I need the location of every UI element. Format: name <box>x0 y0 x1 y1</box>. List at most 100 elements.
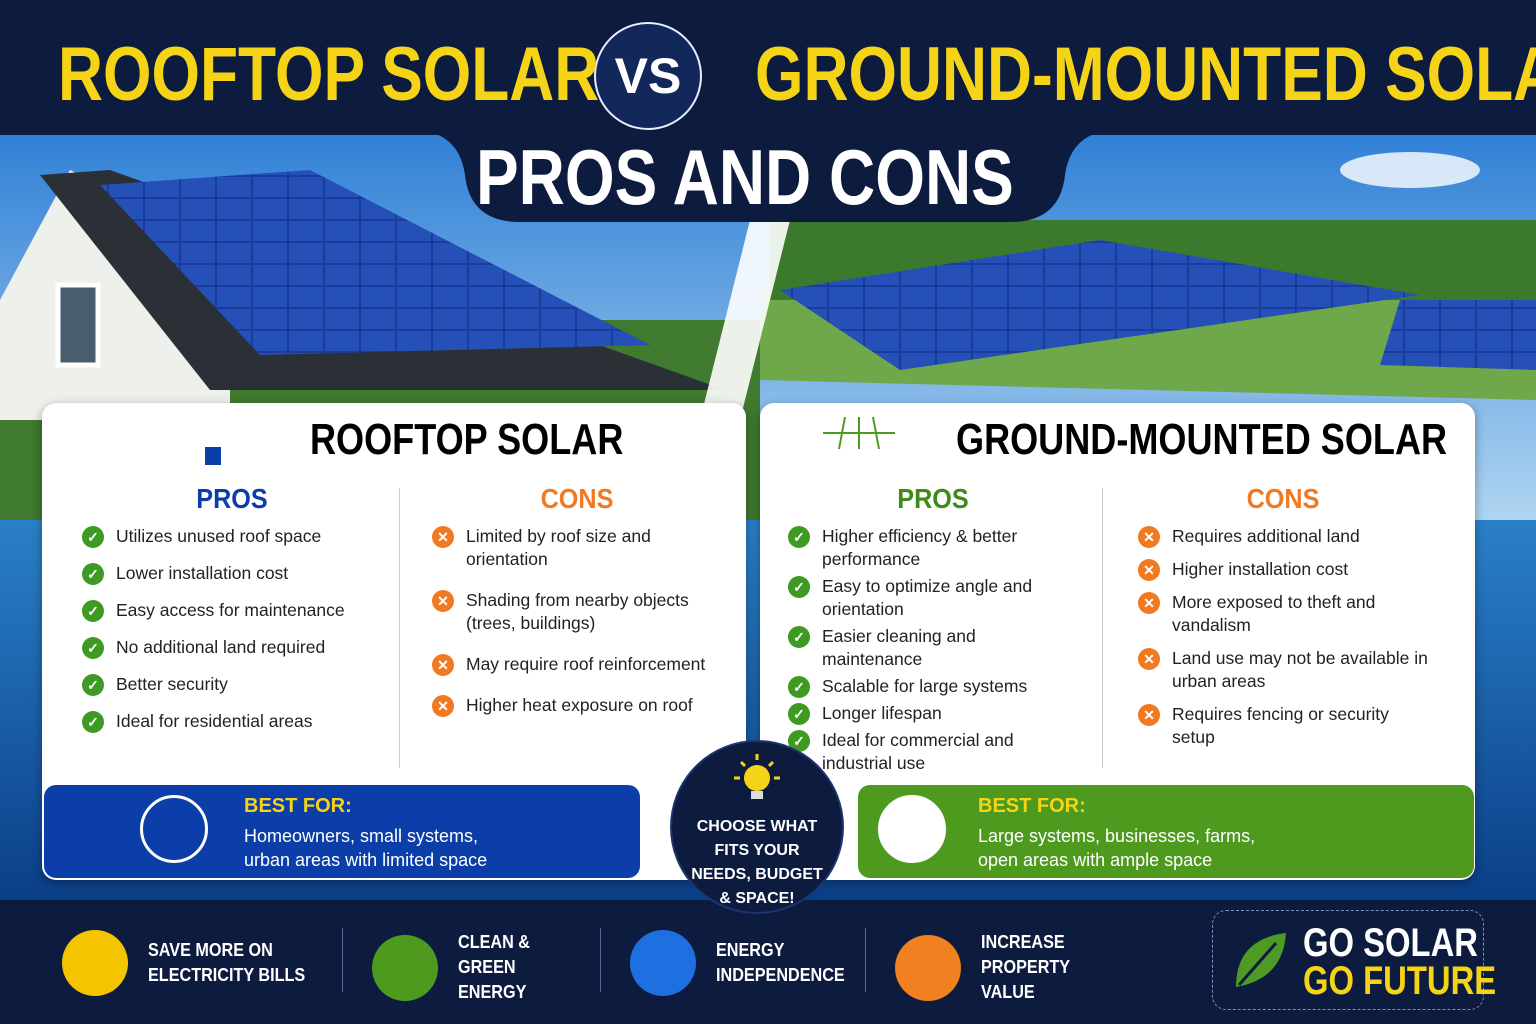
cons-column: CONS ✕ Limited by roof size and orientatio… <box>432 483 722 735</box>
pros-column: PROS ✓ Higher efficiency & better performa… <box>788 483 1078 779</box>
slogan-2: GO FUTURE <box>1303 959 1497 1003</box>
check-icon: ✓ <box>82 563 104 585</box>
pro-item: ✓ No additional land required <box>82 636 382 659</box>
item-text: Higher efficiency & better performance <box>822 526 1018 569</box>
cross-icon: ✕ <box>1138 592 1160 614</box>
pro-item: ✓ Better security <box>82 673 382 696</box>
panel-title: ROOFTOP SOLAR <box>310 415 624 464</box>
check-icon: ✓ <box>82 674 104 696</box>
benefit: INCREASE PROPERTY VALUE <box>895 930 1091 1005</box>
item-text: Easier cleaning and maintenance <box>822 626 976 669</box>
title-right-wrap: GROUND-MOUNTED SOLAR <box>755 30 1536 120</box>
benefit-icon <box>62 930 128 996</box>
ground-panels <box>780 240 1420 370</box>
pro-item: ✓ Easy access for maintenance <box>82 599 382 622</box>
pro-item: ✓ Scalable for large systems <box>788 675 1078 698</box>
pro-item: ✓ Easier cleaning and maintenance <box>788 625 1078 671</box>
title-right: GROUND-MOUNTED SOLAR <box>755 32 1536 117</box>
best-for-label: BEST FOR: <box>978 795 1086 817</box>
item-text: Shading from nearby objects (trees, buil… <box>466 590 689 633</box>
item-text: Land use may not be available in urban a… <box>1172 648 1428 691</box>
item-text: Higher heat exposure on roof <box>466 695 693 715</box>
slogan-box: GO SOLAR GO FUTURE <box>1212 910 1496 1010</box>
item-text: Requires additional land <box>1172 526 1360 546</box>
con-item: ✕ Land use may not be available in urban … <box>1138 647 1428 693</box>
check-icon: ✓ <box>82 637 104 659</box>
cons-column: CONS ✕ Requires additional land ✕ Higher ins… <box>1138 483 1428 759</box>
ground-panels <box>1380 300 1536 370</box>
leaf-icon <box>1236 933 1286 987</box>
header-band <box>0 0 1536 135</box>
footer-divider <box>600 928 601 992</box>
check-icon: ✓ <box>788 626 810 648</box>
cross-icon: ✕ <box>1138 526 1160 548</box>
pro-item: ✓ Higher efficiency & better performance <box>788 525 1078 571</box>
benefit: SAVE MORE ON ELECTRICITY BILLS <box>62 930 333 996</box>
check-icon: ✓ <box>788 703 810 725</box>
roof-panels <box>100 170 650 355</box>
vs-circle <box>594 22 702 130</box>
cross-icon: ✕ <box>432 695 454 717</box>
check-icon: ✓ <box>82 526 104 548</box>
benefit-text: INCREASE PROPERTY VALUE <box>981 932 1070 1002</box>
slogan-1: GO SOLAR <box>1303 921 1478 965</box>
check-icon: ✓ <box>788 526 810 548</box>
pro-item: ✓ Ideal for commercial and industrial use <box>788 729 1078 775</box>
item-text: Easy access for maintenance <box>116 600 345 620</box>
footer-band <box>0 900 1536 1024</box>
column-divider <box>399 488 400 768</box>
title-left-wrap: ROOFTOP SOLAR <box>58 30 718 120</box>
panel-title: GROUND-MOUNTED SOLAR <box>956 415 1448 464</box>
cross-icon: ✕ <box>1138 648 1160 670</box>
cross-icon: ✕ <box>432 526 454 548</box>
window <box>55 282 101 368</box>
best-for-value: Large systems, businesses, farms, open a… <box>978 826 1256 870</box>
best-for-text: BEST FOR: Homeowners, small systems, urba… <box>244 795 524 872</box>
best-for-icon <box>878 795 946 863</box>
item-text: Requires fencing or security setup <box>1172 704 1389 747</box>
cross-icon: ✕ <box>432 654 454 676</box>
badge: CHOOSE WHAT FITS YOUR NEEDS, BUDGET & SP… <box>670 740 844 914</box>
panel-icon <box>165 411 261 472</box>
subtitle-wrap: PROS AND CONS <box>476 135 1132 220</box>
cloud <box>1340 152 1480 188</box>
item-text: Ideal for commercial and industrial use <box>822 730 1014 773</box>
badge-text: CHOOSE WHAT FITS YOUR NEEDS, BUDGET & SP… <box>691 818 823 907</box>
item-text: Scalable for large systems <box>822 676 1028 696</box>
slogan-2-wrap: GO FUTURE <box>1303 961 1536 1001</box>
footer-divider <box>865 928 866 992</box>
panel-icon <box>811 411 907 472</box>
best-for-label: BEST FOR: <box>244 795 352 817</box>
item-text: Higher installation cost <box>1172 559 1349 579</box>
subtitle: PROS AND CONS <box>476 133 1014 221</box>
pro-item: ✓ Utilizes unused roof space <box>82 525 382 548</box>
item-text: Longer lifespan <box>822 703 942 723</box>
subtitle-tab <box>430 132 1100 222</box>
con-item: ✕ Limited by roof size and orientation <box>432 525 722 571</box>
pro-item: ✓ Easy to optimize angle and orientation <box>788 575 1078 621</box>
cons-heading: CONS <box>540 483 614 514</box>
benefit-text: CLEAN & GREEN ENERGY <box>458 932 530 1002</box>
check-icon: ✓ <box>788 730 810 752</box>
check-icon: ✓ <box>788 676 810 698</box>
benefit: ENERGY INDEPENDENCE <box>630 930 845 996</box>
cross-icon: ✕ <box>1138 704 1160 726</box>
con-item: ✕ Requires fencing or security setup <box>1138 703 1428 749</box>
pro-item: ✓ Lower installation cost <box>82 562 382 585</box>
benefit-icon <box>372 934 438 1001</box>
benefit-icon <box>895 934 961 1001</box>
item-text: Ideal for residential areas <box>116 711 313 731</box>
check-icon: ✓ <box>82 600 104 622</box>
benefit-text: ENERGY INDEPENDENCE <box>716 940 845 985</box>
item-text: Better security <box>116 674 228 694</box>
best-for-box: BEST FOR: Homeowners, small systems, urba… <box>44 785 640 878</box>
panel-title-wrap: ROOFTOP SOLAR <box>310 415 692 465</box>
best-for-text: BEST FOR: Large systems, businesses, farm… <box>978 795 1288 872</box>
pro-item: ✓ Longer lifespan <box>788 702 1078 725</box>
item-text: Utilizes unused roof space <box>116 526 322 546</box>
best-for-box: BEST FOR: Large systems, businesses, farm… <box>858 785 1474 878</box>
con-item: ✕ Shading from nearby objects (trees, bui… <box>432 589 722 635</box>
con-item: ✕ Requires additional land <box>1138 525 1428 548</box>
benefit-icon <box>630 930 696 996</box>
